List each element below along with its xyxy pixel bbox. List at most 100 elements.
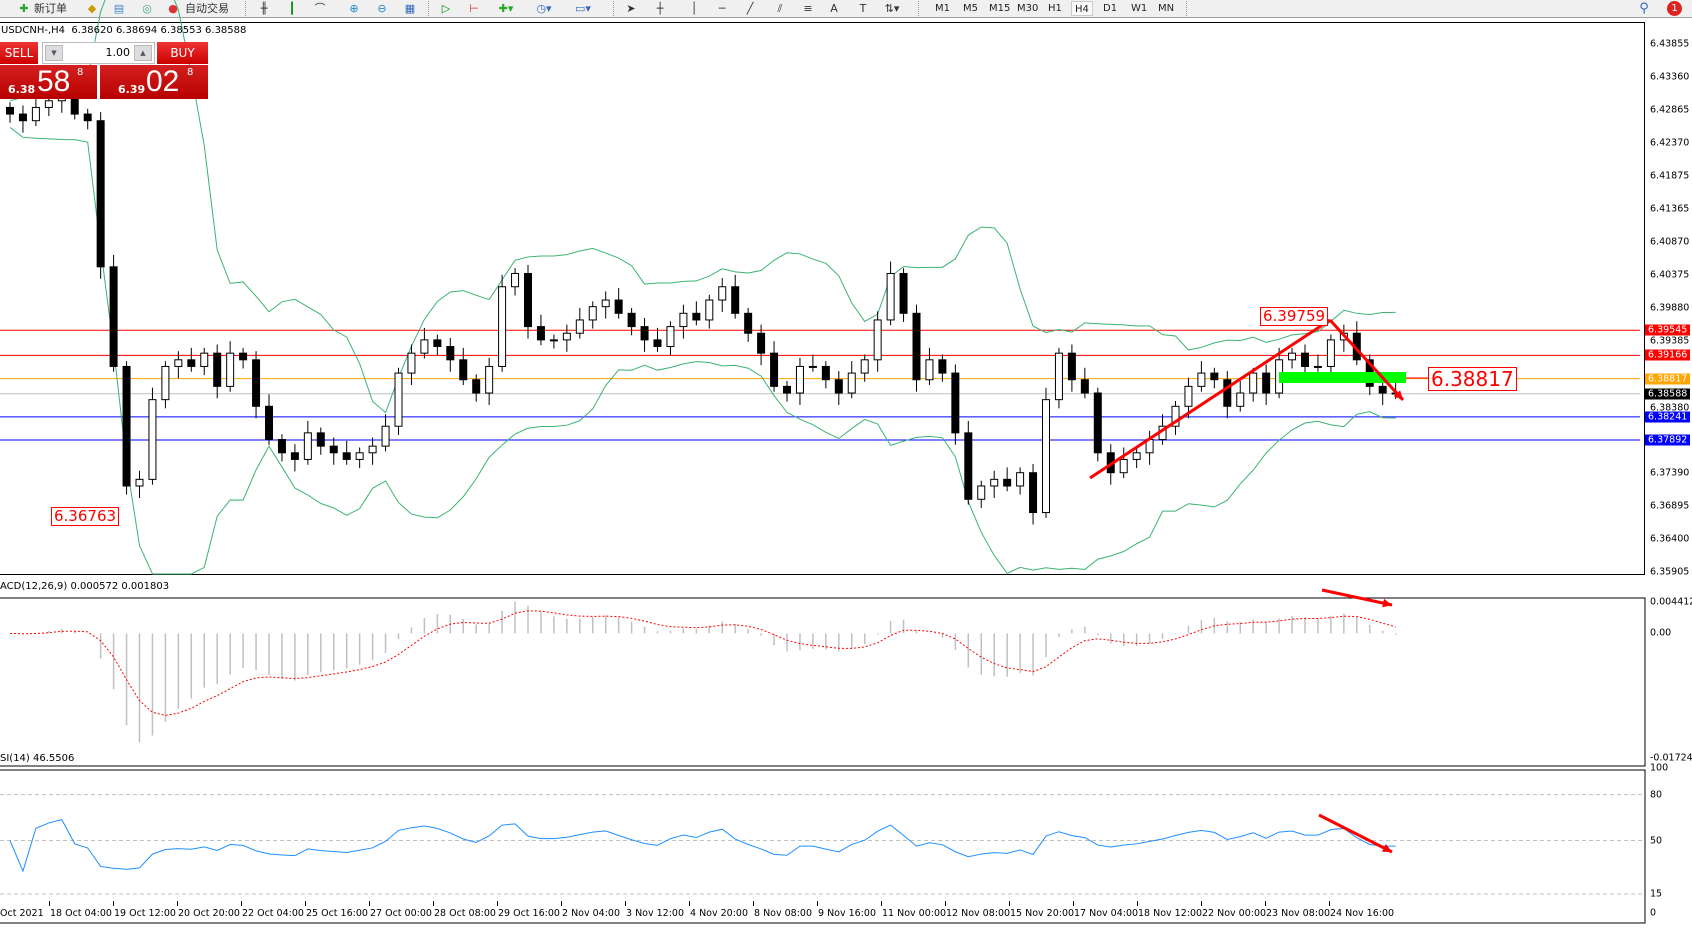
lot-increase-button[interactable]: ▲ (134, 45, 152, 61)
candle-bear (912, 312, 921, 381)
candle-bear (239, 352, 248, 361)
market-watch-icon[interactable]: ▤ (113, 2, 125, 15)
text-label-icon[interactable]: T (859, 2, 867, 15)
chart-window[interactable] (0, 20, 1692, 941)
chart-header: USDCNH-,H4 6.38620 6.38694 6.38553 6.385… (1, 25, 246, 36)
sell-button[interactable]: SELL (0, 42, 38, 64)
price-level-tag: 6.38241 (1645, 411, 1690, 423)
time-tick-label: 18 Nov 12:00 (1138, 908, 1203, 919)
candle-bull (226, 352, 235, 387)
new-order-icon[interactable]: ✚ (19, 2, 29, 15)
candle-bear (627, 312, 636, 328)
candle-bear (213, 352, 222, 387)
zone-price-label[interactable]: 6.38817 (1428, 367, 1517, 391)
buy-price-box[interactable]: 6.39 02 8 (100, 65, 208, 99)
timeframe-m5[interactable]: M5 (963, 3, 978, 14)
low-price-label[interactable]: 6.36763 (51, 507, 120, 526)
signals-icon[interactable]: ◎ (142, 2, 152, 15)
price-level-tag: 6.39545 (1645, 324, 1690, 336)
crosshair-icon[interactable]: ┼ (656, 2, 664, 15)
lot-decrease-button[interactable]: ▼ (45, 45, 63, 61)
templates-icon[interactable]: ▭▾ (575, 2, 591, 15)
buy-button[interactable]: BUY (157, 42, 208, 64)
candle-bear (731, 286, 740, 314)
horizontal-line-icon[interactable]: ─ (718, 2, 726, 15)
timeframe-h4[interactable]: H4 (1071, 1, 1093, 16)
auto-trading-icon[interactable]: ● (168, 2, 178, 15)
candle-bear (1262, 372, 1271, 394)
rsi-down-arrow (1318, 813, 1393, 854)
time-tick (369, 901, 370, 906)
timeframe-mn[interactable]: MN (1158, 3, 1175, 14)
candle-bull (355, 452, 364, 460)
support-zone-rectangle (1279, 372, 1406, 383)
macd-tick-label: 0.00 (1650, 627, 1672, 639)
candle-bull (1313, 365, 1322, 368)
candle-bear (964, 432, 973, 500)
zoom-in-icon[interactable]: ⊕ (349, 2, 359, 15)
timeframe-h1[interactable]: H1 (1048, 3, 1062, 14)
time-tick-label: 15 Nov 20:00 (1010, 908, 1075, 919)
trendline-icon[interactable]: ╱ (746, 2, 754, 15)
high-price-label[interactable]: 6.39759 (1260, 307, 1329, 326)
timeframe-m30[interactable]: M30 (1017, 3, 1039, 14)
sell-price-box[interactable]: 6.38 58 8 (0, 65, 97, 99)
rsi-line (9, 819, 1396, 873)
candlestick-icon[interactable]: ┃ (288, 2, 296, 15)
timeframe-m1[interactable]: M1 (935, 3, 950, 14)
cursor-icon[interactable]: ➤ (626, 2, 636, 15)
bar-chart-icon[interactable]: ╫ (260, 2, 268, 15)
bollinger-upper-band (9, 0, 1396, 414)
lot-size-field[interactable]: ▼ 1.00 ▲ (42, 42, 155, 64)
time-tick-label: 22 Oct 04:00 (242, 908, 304, 919)
timeframe-d1[interactable]: D1 (1103, 3, 1118, 14)
equidistant-channel-icon[interactable]: ⫽ (777, 2, 783, 15)
tile-windows-icon[interactable]: ▦ (404, 2, 416, 15)
candle-bear (524, 272, 532, 328)
candle-bear (899, 272, 908, 314)
time-tick (753, 901, 754, 906)
metaeditor-icon[interactable]: ◆ (87, 2, 97, 15)
text-icon[interactable]: A (830, 2, 838, 15)
candle-bull (420, 339, 429, 354)
vertical-line-icon[interactable]: │ (690, 2, 698, 15)
candle-bear (472, 379, 481, 394)
fibonacci-icon[interactable]: ≡ (803, 2, 813, 15)
candle-bear (653, 339, 662, 348)
price-tick-label: 6.36895 (1650, 500, 1690, 512)
timeframe-w1[interactable]: W1 (1131, 3, 1148, 14)
candle-bear (265, 405, 273, 441)
time-tick-label: 19 Oct 12:00 (114, 908, 176, 919)
zoom-out-icon[interactable]: ⊖ (377, 2, 387, 15)
candle-bear (536, 326, 545, 341)
time-tick-label: 9 Nov 16:00 (818, 908, 877, 919)
autoscroll-icon[interactable]: ▷ (441, 2, 451, 15)
macd-tick-label: 0.004412 (1650, 596, 1692, 608)
bollinger-lower-band (9, 126, 1396, 575)
candle-bull (368, 445, 377, 454)
lot-size-value[interactable]: 1.00 (105, 46, 131, 59)
time-tick (561, 901, 562, 906)
indicators-icon[interactable]: ✚▾ (498, 2, 514, 15)
notification-badge[interactable]: 1 (1667, 1, 1682, 16)
sell-price-prefix: 6.38 (8, 83, 36, 96)
macd-tick-label: -0.017247 (1650, 752, 1692, 764)
arrows-icon[interactable]: ⇅▾ (884, 2, 900, 15)
new-order-button[interactable]: 新订单 (34, 2, 67, 15)
search-icon[interactable]: ⚲ (1639, 1, 1649, 16)
time-tick (881, 901, 882, 906)
periods-icon[interactable]: ◷▾ (536, 2, 552, 15)
candle-bear (6, 106, 14, 115)
time-tick-label: 22 Nov 00:00 (1202, 908, 1267, 919)
candle-bull (31, 106, 40, 122)
time-tick (305, 901, 306, 906)
time-tick (1201, 901, 1202, 906)
time-tick-label: 23 Nov 08:00 (1266, 908, 1331, 919)
auto-trading-button[interactable]: 自动交易 (185, 2, 229, 15)
timeframe-m15[interactable]: M15 (989, 3, 1011, 14)
line-chart-icon[interactable]: ⌒ (314, 2, 326, 15)
chart-shift-icon[interactable]: ⊢ (469, 2, 479, 15)
candle-bear (1378, 385, 1387, 394)
time-tick-label: 4 Nov 20:00 (690, 908, 749, 919)
